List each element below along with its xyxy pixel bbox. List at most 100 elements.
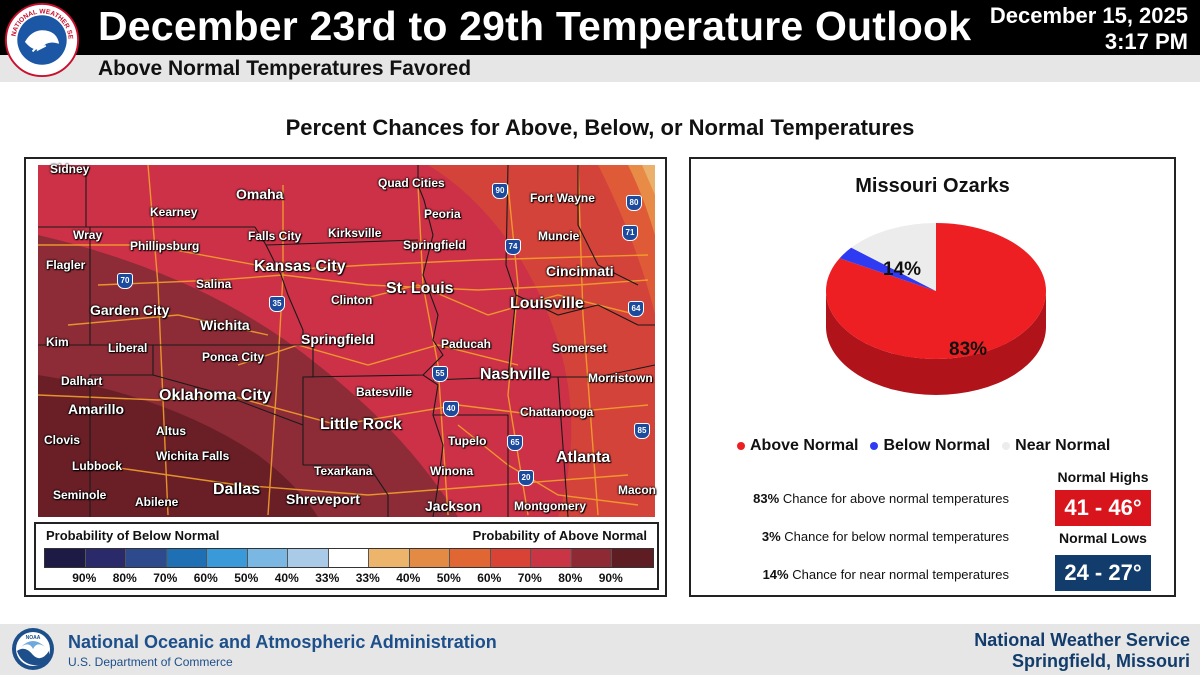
legend-swatch bbox=[369, 549, 410, 567]
interstate-65-shield: 65 bbox=[507, 435, 523, 451]
city-label: Altus bbox=[156, 424, 186, 438]
city-label: Kim bbox=[46, 335, 69, 349]
noaa-logo-text: NOAA bbox=[26, 635, 41, 641]
stat-near: 14% Chance for near normal temperatures bbox=[709, 567, 1009, 582]
page-subtitle: Above Normal Temperatures Favored bbox=[98, 57, 472, 80]
city-label: Sidney bbox=[50, 162, 90, 176]
legend-swatch bbox=[571, 549, 612, 567]
interstate-55-shield: 55 bbox=[432, 366, 448, 382]
stat-above: 83% Chance for above normal temperatures bbox=[709, 491, 1009, 506]
legend-dot-above bbox=[737, 442, 745, 450]
legend-tick: 50% bbox=[436, 571, 461, 585]
page-title: December 23rd to 29th Temperature Outloo… bbox=[98, 3, 972, 49]
legend-tick: 40% bbox=[396, 571, 421, 585]
stat-below-pct: 3% bbox=[761, 529, 781, 544]
footer-org: National Oceanic and Atmospheric Adminis… bbox=[68, 632, 497, 652]
legend-swatch bbox=[166, 549, 207, 567]
legend-swatch bbox=[531, 549, 572, 567]
outlook-map bbox=[38, 165, 655, 517]
legend-swatch bbox=[409, 549, 450, 567]
city-label: Nashville bbox=[480, 366, 551, 383]
ozarks-title: Missouri Ozarks bbox=[855, 175, 1010, 197]
legend-swatch bbox=[207, 549, 248, 567]
legend-swatch bbox=[85, 549, 126, 567]
pie-label-above-normal: 83% bbox=[949, 339, 988, 360]
stat-below-text: Chance for below normal temperatures bbox=[784, 529, 1009, 544]
interstate-71-shield: 71 bbox=[622, 225, 638, 241]
city-label: Springfield bbox=[403, 238, 466, 252]
section-title: Percent Chances for Above, Below, or Nor… bbox=[285, 115, 915, 140]
city-label: Liberal bbox=[108, 341, 148, 355]
legend-text-near: Near Normal bbox=[1015, 437, 1111, 454]
legend-swatch bbox=[328, 549, 369, 567]
header-bar bbox=[0, 0, 1200, 55]
city-label: Flagler bbox=[46, 258, 86, 272]
city-label: Dallas bbox=[213, 481, 261, 498]
interstate-35-shield: 35 bbox=[269, 296, 285, 312]
legend-text-above: Above Normal bbox=[750, 437, 859, 454]
legend-tick-labels: 90% 80% 70% 60% 50% 40% 33% 33% 40% 50% 60% 70% 80% 9… bbox=[44, 571, 631, 585]
pie-slice-side bbox=[826, 291, 1046, 395]
legend-above-label: Probability of Above Normal bbox=[472, 528, 647, 543]
footer-office-line1: National Weather Service bbox=[974, 630, 1190, 650]
city-label: St. Louis bbox=[386, 280, 454, 297]
city-label: Clinton bbox=[331, 293, 373, 307]
legend-tick: 70% bbox=[517, 571, 542, 585]
pie-legend: Above Normal Below Normal Near Normal bbox=[737, 437, 1110, 455]
legend-item-below: Below Normal bbox=[870, 437, 990, 455]
city-label: Ponca City bbox=[202, 350, 265, 364]
footer-office: National Weather Service Springfield, Mi… bbox=[974, 630, 1190, 672]
legend-text-below: Below Normal bbox=[883, 437, 991, 454]
city-label: Louisville bbox=[510, 295, 584, 312]
legend-tick: 90% bbox=[72, 571, 97, 585]
city-label: Jackson bbox=[425, 498, 482, 514]
city-label: Shreveport bbox=[286, 491, 360, 507]
city-label: Cincinnati bbox=[546, 263, 614, 279]
legend-item-above: Above Normal bbox=[737, 437, 858, 455]
city-label: Macon bbox=[618, 483, 657, 497]
interstate-20-shield: 20 bbox=[518, 470, 534, 486]
issue-datetime: December 15, 2025 3:17 PM bbox=[990, 3, 1188, 55]
interstate-40-shield: 40 bbox=[443, 401, 459, 417]
state-borders bbox=[38, 165, 655, 517]
city-label: Little Rock bbox=[320, 416, 402, 433]
city-label: Salina bbox=[196, 277, 232, 291]
legend-below-label: Probability of Below Normal bbox=[46, 528, 220, 543]
legend-tick: 60% bbox=[477, 571, 502, 585]
outlook-map-panel: 90 80 71 74 70 35 64 55 40 65 85 20 Sidn… bbox=[24, 157, 667, 597]
stat-above-text: Chance for above normal temperatures bbox=[782, 491, 1009, 506]
normal-highs-label: Normal Highs bbox=[1057, 469, 1149, 485]
stat-near-pct: 14% bbox=[762, 567, 789, 582]
issue-date: December 15, 2025 bbox=[989, 3, 1188, 28]
legend-tick: 40% bbox=[274, 571, 299, 585]
city-label: Fort Wayne bbox=[530, 191, 595, 205]
city-label: Phillipsburg bbox=[130, 239, 200, 253]
city-label: Wichita bbox=[200, 317, 250, 333]
legend-swatch bbox=[126, 549, 167, 567]
city-label: Wichita Falls bbox=[156, 449, 230, 463]
probability-pie-chart bbox=[826, 223, 1046, 395]
stat-above-pct: 83% bbox=[753, 491, 780, 506]
footer: NOAA National Oceanic and Atmospheric Ad… bbox=[0, 624, 1200, 675]
interstate-74-shield: 74 bbox=[505, 239, 521, 255]
city-label: Seminole bbox=[53, 488, 107, 502]
city-label: Montgomery bbox=[514, 499, 586, 513]
stat-near-text: Chance for near normal temperatures bbox=[792, 567, 1009, 582]
legend-swatch bbox=[490, 549, 531, 567]
legend-tick: 90% bbox=[598, 571, 623, 585]
city-label: Amarillo bbox=[68, 401, 125, 417]
legend-tick: 33% bbox=[315, 571, 340, 585]
city-label: Clovis bbox=[44, 433, 81, 447]
probability-legend: Probability of Below Normal Probability … bbox=[34, 522, 659, 590]
city-label: Chattanooga bbox=[520, 405, 594, 419]
legend-dot-near bbox=[1002, 442, 1011, 450]
legend-tick: 80% bbox=[558, 571, 583, 585]
interstate-80-shield: 80 bbox=[626, 195, 642, 211]
city-label: Kirksville bbox=[328, 226, 382, 240]
city-label: Kearney bbox=[150, 205, 198, 219]
city-label: Winona bbox=[430, 464, 474, 478]
noaa-logo: NOAA bbox=[12, 628, 54, 670]
city-label: Kansas City bbox=[254, 258, 346, 275]
stat-below: 3% Chance for below normal temperatures bbox=[709, 529, 1009, 544]
ozarks-panel: Missouri Ozarks 14% 83% Above Normal Bel… bbox=[689, 157, 1176, 597]
